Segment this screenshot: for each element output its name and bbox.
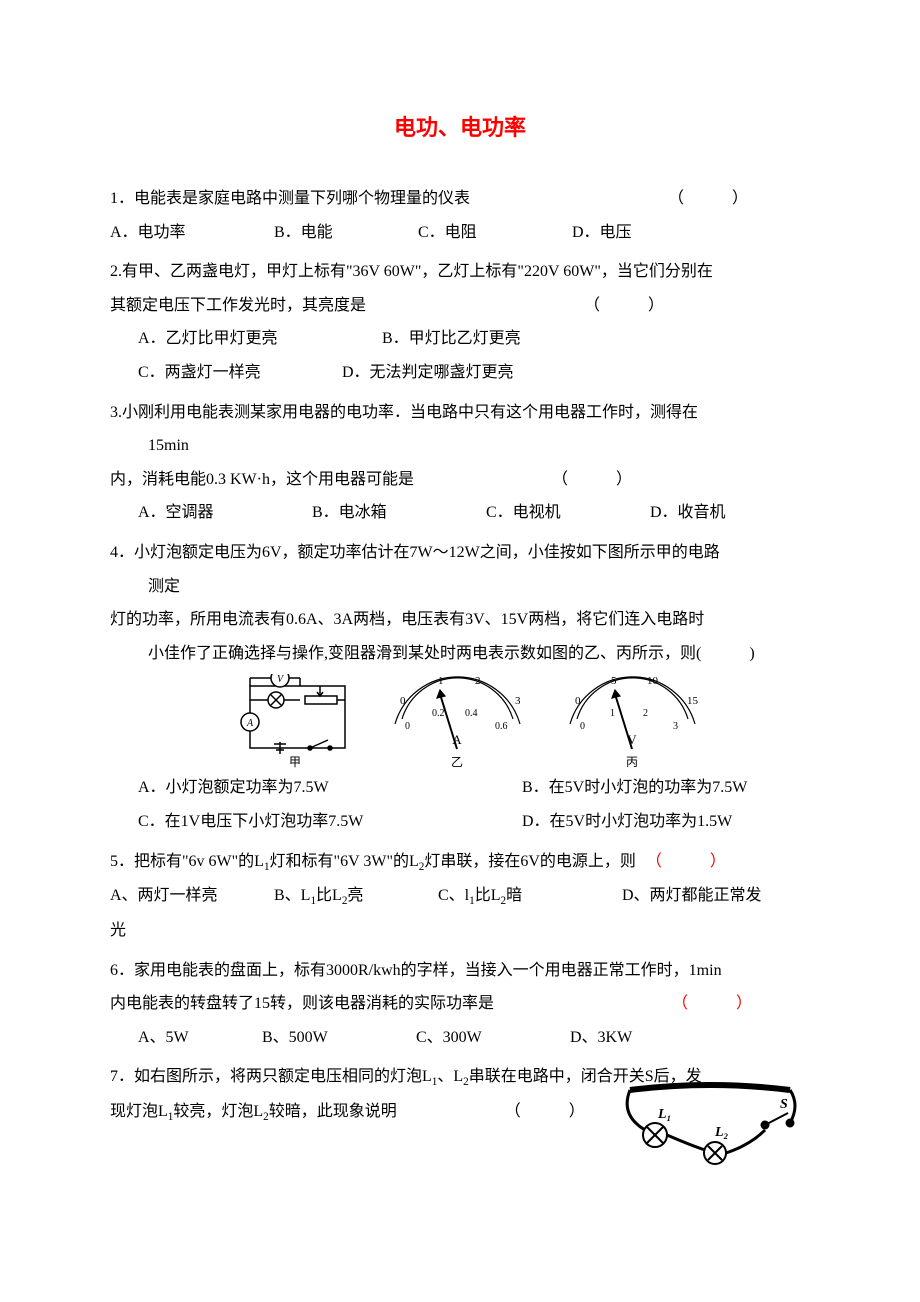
q3-opt-a: A．空调器 <box>138 496 308 530</box>
am-t3: 3 <box>515 695 521 707</box>
q6-opt-a: A、5W <box>138 1021 258 1055</box>
q5-opt-c: C、l1比L2暗 <box>438 879 618 914</box>
q1-opt-d: D．电压 <box>572 224 632 241</box>
vm-t0: 0 <box>575 695 581 707</box>
q6-line2: 内电能表的转盘转了15转，则该电器消耗的实际功率是 <box>110 995 494 1012</box>
vm-label: 丙 <box>626 755 638 769</box>
question-5: 5．把标有"6v 6W"的L1灯和标有"6V 3W"的L2灯串联，接在6V的电源… <box>110 845 810 948</box>
q6-paren: （ ） <box>672 995 752 1012</box>
q2-line2: 其额定电压下工作发光时，其亮度是 <box>110 297 366 314</box>
q5-opt-d2: 光 <box>110 914 810 948</box>
q6-opt-b: B、500W <box>262 1021 412 1055</box>
q4-figures: V A 甲 <box>110 674 810 769</box>
q7-l2c: 较暗，此现象说明 <box>269 1103 397 1120</box>
q6-opt-c: C、300W <box>416 1021 566 1055</box>
q4-opt-a: A．小灯泡额定功率为7.5W <box>138 771 518 805</box>
q5-paren: （ ） <box>646 853 726 870</box>
am-t1: 1 <box>438 675 444 687</box>
am-i1: 0.2 <box>432 708 445 719</box>
q1-stem: 1．电能表是家庭电路中测量下列哪个物理量的仪表 <box>110 190 470 207</box>
q5-stem-a: 5．把标有"6v 6W"的L <box>110 853 264 870</box>
q2-opt-d: D．无法判定哪盏灯更亮 <box>342 364 514 381</box>
vm-t2: 10 <box>647 675 659 687</box>
q5-stem-b: 灯和标有"6V 3W"的L <box>270 853 419 870</box>
vm-i0: 0 <box>580 721 585 732</box>
am-label: 乙 <box>451 755 463 769</box>
vm-t1: 5 <box>611 675 617 687</box>
svg-text:A: A <box>246 718 254 729</box>
q5-opt-a: A、两灯一样亮 <box>110 879 270 913</box>
q2-paren: （ ） <box>584 297 664 314</box>
ammeter-icon: 0 1 2 3 0 0.2 0.4 0.6 A 乙 <box>380 674 535 769</box>
am-i3: 0.6 <box>495 721 508 732</box>
q7-l1c: 串联在电路中，闭合开关S后，发 <box>469 1068 702 1085</box>
q4-line1: 4．小灯泡额定电压为6V，额定功率估计在7W～12W之间，小佳按如下图所示甲的电… <box>110 536 810 570</box>
vm-i1: 1 <box>610 708 615 719</box>
q2-opt-a: A．乙灯比甲灯更亮 <box>138 322 378 356</box>
vm-unit: V <box>627 732 637 747</box>
circuit-diagram-icon: V A 甲 <box>230 674 360 769</box>
q7-l1b: 、L <box>437 1068 463 1085</box>
q4-opt-b: B．在5V时小灯泡的功率为7.5W <box>522 779 747 796</box>
q3-opt-c: C．电视机 <box>486 496 646 530</box>
vm-i2: 2 <box>643 708 648 719</box>
question-4: 4．小灯泡额定电压为6V，额定功率估计在7W～12W之间，小佳按如下图所示甲的电… <box>110 536 810 839</box>
question-3: 3.小刚利用电能表测某家用电器的电功率．当电路中只有这个用电器工作时，测得在 1… <box>110 396 810 530</box>
q3-paren: （ ） <box>552 471 632 488</box>
q4-line4: 小佳作了正确选择与操作,变阻器滑到某处时两电表示数如图的乙、丙所示，则( ) <box>148 645 755 662</box>
voltmeter-icon: 0 5 10 15 0 1 2 3 V 丙 <box>555 674 710 769</box>
q7-l2b: 较亮，灯泡L <box>173 1103 263 1120</box>
am-i0: 0 <box>405 721 410 732</box>
q4-line3: 灯的功率，所用电流表有0.6A、3A两档，电压表有3V、15V两档，将它们连入电… <box>110 603 810 637</box>
q4-line2: 测定 <box>110 570 810 604</box>
vm-i3: 3 <box>673 721 678 732</box>
question-7: 7．如右图所示，将两只额定电压相同的灯泡L1、L2串联在电路中，闭合开关S后，发… <box>110 1060 810 1129</box>
q5-stem-c: 灯串联，接在6V的电源上，则 <box>424 853 636 870</box>
q6-line1: 6．家用电能表的盘面上，标有3000R/kwh的字样，当接入一个用电器正常工作时… <box>110 954 810 988</box>
q3-opt-d: D．收音机 <box>650 504 726 521</box>
am-t2: 2 <box>475 675 481 687</box>
q7-l1a: 7．如右图所示，将两只额定电压相同的灯泡L <box>110 1068 432 1085</box>
q1-opt-a: A．电功率 <box>110 216 270 250</box>
q6-opt-d: D、3KW <box>570 1029 632 1046</box>
page-title: 电功、电功率 <box>110 110 810 142</box>
question-1: 1．电能表是家庭电路中测量下列哪个物理量的仪表 （ ） A．电功率 B．电能 C… <box>110 182 810 249</box>
q2-line1: 2.有甲、乙两盏电灯，甲灯上标有"36V 60W"，乙灯上标有"220V 60W… <box>110 255 810 289</box>
fig-s: S <box>780 1097 788 1112</box>
q4-opt-c: C．在1V电压下小灯泡功率7.5W <box>138 805 518 839</box>
q5-opt-d1: D、两灯都能正常发 <box>622 887 762 904</box>
q3-line1: 3.小刚利用电能表测某家用电器的电功率．当电路中只有这个用电器工作时，测得在 <box>110 396 810 430</box>
q7-l2a: 现灯泡L <box>110 1103 168 1120</box>
q4-opt-d: D．在5V时小灯泡功率为1.5W <box>522 813 732 830</box>
q1-opt-c: C．电阻 <box>418 216 568 250</box>
question-6: 6．家用电能表的盘面上，标有3000R/kwh的字样，当接入一个用电器正常工作时… <box>110 954 810 1055</box>
am-unit: A <box>452 732 462 747</box>
question-2: 2.有甲、乙两盏电灯，甲灯上标有"36V 60W"，乙灯上标有"220V 60W… <box>110 255 810 389</box>
am-i2: 0.4 <box>465 708 478 719</box>
q5-opt-b: B、L1比L2亮 <box>274 879 434 914</box>
q2-opt-c: C．两盏灯一样亮 <box>138 356 338 390</box>
q1-paren: （ ） <box>668 190 748 207</box>
am-t0: 0 <box>400 695 406 707</box>
circuit-label: 甲 <box>289 755 301 769</box>
vm-t3: 15 <box>687 695 699 707</box>
q2-opt-b: B．甲灯比乙灯更亮 <box>382 330 521 347</box>
q1-opt-b: B．电能 <box>274 216 414 250</box>
q3-opt-b: B．电冰箱 <box>312 496 482 530</box>
fig-l2: L₂ <box>714 1125 729 1140</box>
q3-line2: 15min <box>110 429 810 463</box>
q3-line3: 内，消耗电能0.3 KW·h，这个用电器可能是 <box>110 471 414 488</box>
fig-l1: L₁ <box>657 1107 671 1122</box>
q7-paren: （ ） <box>505 1103 585 1120</box>
